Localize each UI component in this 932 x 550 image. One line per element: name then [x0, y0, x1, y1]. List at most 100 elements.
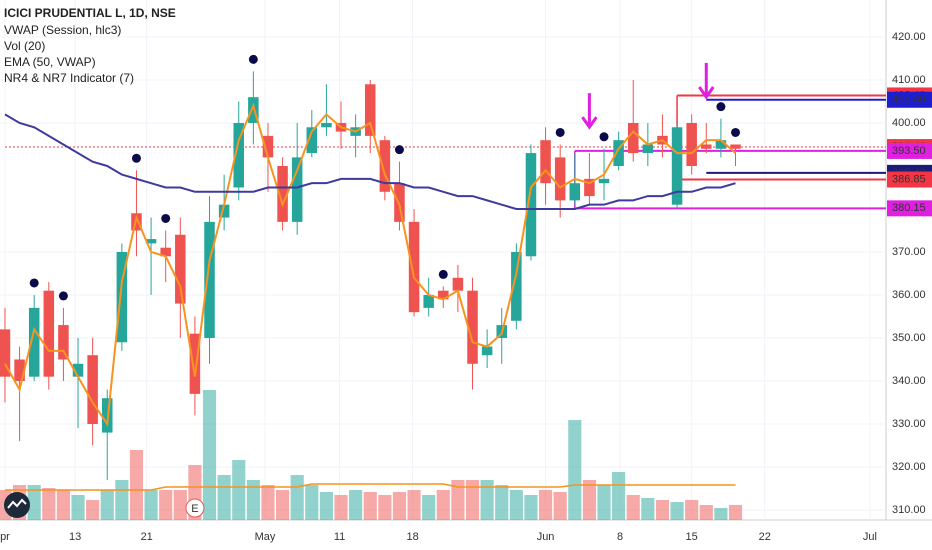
nr-marker [555, 127, 565, 137]
candle-body [525, 153, 537, 257]
volume-bar [42, 488, 56, 520]
volume-bar [71, 495, 85, 520]
volume-bar [217, 475, 231, 520]
candle-body [554, 157, 566, 201]
x-tick-label: 11 [334, 531, 345, 543]
candle-body [715, 140, 727, 149]
candle-body [321, 122, 332, 128]
x-tick-label: 18 [406, 531, 418, 543]
volume-bar [173, 490, 187, 520]
x-tick-label: 21 [141, 531, 153, 543]
candle-body [87, 355, 98, 424]
candle-body [613, 140, 624, 166]
plot: 420.00 410.00 400.00 370.00 360.00 350.00 340.… [0, 0, 926, 520]
nr-marker [131, 153, 141, 163]
volume-bar [246, 480, 260, 520]
candle-body [189, 333, 201, 394]
volume-bar [392, 492, 407, 520]
x-tick-label: 13 [69, 531, 81, 543]
candle-body [379, 140, 391, 192]
candle-body [598, 178, 610, 184]
candle-body [14, 359, 25, 381]
arrow [581, 93, 598, 130]
volume-bar [670, 502, 684, 520]
x-tick-label: Jun [537, 531, 555, 543]
candle-body [291, 157, 303, 222]
volume-bar [568, 420, 582, 520]
y-tick-label: 320.00 [892, 461, 926, 473]
nr-marker [161, 213, 171, 223]
x-tick-label: pr [0, 531, 10, 543]
volume-bar [261, 485, 275, 520]
price-label-bg [887, 200, 932, 217]
volume-bar [378, 495, 392, 520]
volume-bar [597, 485, 611, 520]
volume-bar [728, 505, 743, 520]
y-tick-label: 370.00 [892, 246, 926, 258]
volume-bar [538, 490, 553, 520]
candle-body [72, 363, 84, 377]
volume-bar [290, 475, 304, 520]
legend-item: EMA (50, VWAP) [4, 55, 96, 69]
candle-body [218, 204, 230, 218]
candle-body [642, 144, 654, 154]
candle-body [233, 122, 245, 188]
volume-bar [115, 480, 129, 520]
nr-marker [248, 54, 258, 64]
candle-body [204, 221, 215, 338]
volume-bar [422, 495, 436, 520]
volume-bar [612, 472, 626, 520]
candle-body [569, 183, 581, 201]
price-label: 380.15 [892, 202, 926, 214]
y-tick-label: 410.00 [892, 74, 926, 86]
candle-body [686, 122, 697, 166]
nr-marker [716, 102, 726, 112]
candle-body [160, 247, 171, 257]
volume-bar [86, 500, 100, 520]
y-tick-label: 420.00 [892, 31, 926, 43]
candle-body [43, 290, 55, 377]
volume-bar [524, 495, 538, 520]
candle-body [248, 97, 259, 123]
volume-bar [626, 495, 640, 520]
candle-body [452, 277, 464, 291]
candle-body [58, 325, 69, 360]
candle-body [0, 329, 11, 377]
x-tick-label: May [255, 531, 276, 543]
volume-bar [144, 490, 158, 520]
volume-ma-line [4, 483, 736, 491]
volume-bar [465, 480, 480, 520]
candle-body [540, 140, 551, 184]
volume-bar [714, 508, 728, 520]
volume-bar [495, 485, 509, 520]
volume-bar [129, 450, 144, 520]
volume-bar [582, 480, 596, 520]
arrow [698, 62, 715, 100]
candle-body [28, 307, 40, 377]
volume-bar [451, 480, 465, 520]
chart-title: ICICI PRUDENTIAL L, 1D, NSE [4, 6, 176, 20]
volume-bar [641, 498, 655, 520]
volume-bar [275, 490, 290, 520]
candle-body [364, 84, 376, 136]
volume-bar [509, 490, 523, 520]
volume-bar [553, 492, 567, 520]
candle-body [701, 144, 712, 149]
candle-body [116, 251, 128, 343]
candle-body [145, 239, 157, 244]
volume-bar [436, 490, 450, 520]
y-tick-label: 360.00 [892, 289, 926, 301]
volume-bar [480, 480, 494, 520]
volume-bar [685, 500, 699, 520]
logo[interactable] [4, 492, 30, 518]
y-tick-label: 400.00 [892, 117, 926, 129]
candle-body [481, 346, 493, 356]
volume-bar [655, 500, 670, 520]
earnings-icon [185, 498, 205, 518]
ema-line [4, 113, 736, 210]
candle-body [262, 135, 274, 158]
x-tick-label: Jul [863, 531, 877, 543]
legend-item: Vol (20) [4, 39, 45, 53]
